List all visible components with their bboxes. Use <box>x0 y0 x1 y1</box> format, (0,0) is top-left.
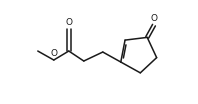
Text: O: O <box>150 14 157 23</box>
Text: O: O <box>65 18 72 27</box>
Text: O: O <box>50 49 57 58</box>
